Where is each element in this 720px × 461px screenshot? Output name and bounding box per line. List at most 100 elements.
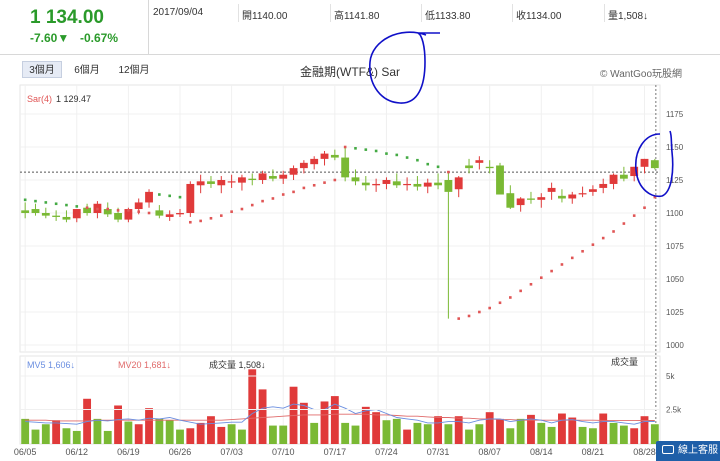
candle-body: [83, 207, 92, 213]
y-tick-label: 1025: [666, 308, 684, 317]
candle-body: [650, 160, 659, 169]
candle-body: [186, 183, 195, 213]
sar-point: [405, 156, 409, 159]
candle-body: [238, 177, 246, 183]
mv5-legend: MV5 1,606↓: [27, 360, 75, 370]
volume-bar: [640, 416, 649, 444]
sar-point: [416, 158, 419, 162]
sar-point: [581, 249, 584, 253]
volume-bar: [103, 430, 112, 444]
candle-body: [609, 174, 618, 184]
divider: [421, 4, 422, 22]
sar-point: [261, 199, 264, 203]
sar-point: [168, 194, 171, 198]
sar-point: [44, 201, 48, 204]
live-support-button[interactable]: 線上客服: [656, 441, 720, 461]
sar-point: [364, 148, 368, 151]
volume-bar: [310, 422, 319, 444]
volume-bar: [93, 418, 102, 444]
sar-point: [292, 190, 295, 194]
x-tick-label: 06/19: [117, 447, 140, 457]
volume-bar: [268, 425, 277, 444]
volume-bar: [72, 430, 81, 444]
candle-body: [72, 209, 81, 219]
volume-bar: [330, 396, 339, 444]
y-tick-label: 1125: [666, 176, 684, 185]
last-price: 1 134.00: [30, 7, 104, 28]
quote-header: 1 134.00 -7.60▼ -0.67% 2017/09/04 開1140.…: [0, 0, 720, 55]
sar-point: [116, 209, 120, 212]
volume-bar: [434, 416, 442, 444]
y-tick-label: 1000: [666, 341, 684, 350]
tab-3-months[interactable]: 3個月: [22, 61, 62, 78]
x-tick-label: 06/12: [66, 447, 89, 457]
candle-body: [227, 181, 236, 183]
candle-body: [496, 165, 504, 195]
divider: [512, 4, 513, 22]
volume-bar: [227, 424, 236, 444]
sar-point: [271, 197, 275, 200]
volume-bar: [145, 408, 153, 444]
sar-point: [240, 207, 244, 211]
volume-bar: [134, 424, 143, 444]
volume-bar: [599, 413, 608, 444]
sar-point: [65, 203, 68, 207]
candle-body: [155, 210, 164, 216]
divider: [604, 4, 605, 22]
volume-bar: [165, 420, 174, 444]
candle-body: [268, 176, 277, 179]
volume-bar: [299, 402, 308, 444]
sar-point: [539, 276, 543, 279]
candle-body: [31, 209, 40, 213]
sar-point: [158, 193, 161, 196]
sar-point: [312, 183, 316, 187]
mv5-line: [25, 403, 655, 425]
candle-body: [568, 194, 577, 199]
volume-bar: [186, 428, 195, 444]
divider: [238, 4, 239, 22]
sar-point: [622, 222, 626, 225]
live-support-label: 線上客服: [678, 445, 718, 456]
sar-point: [570, 256, 574, 260]
sar-point: [653, 195, 657, 199]
volume-bar: [454, 416, 463, 444]
sar-point: [199, 219, 202, 223]
tab-12-months[interactable]: 12個月: [118, 65, 150, 76]
candle-body: [619, 174, 628, 179]
candle-body: [434, 182, 442, 186]
volume-bar: [537, 422, 546, 444]
x-tick-label: 07/31: [427, 447, 450, 457]
sar-point: [374, 149, 378, 153]
sar-point: [219, 214, 223, 217]
quote-date: 2017/09/04: [153, 7, 204, 18]
candle-body: [403, 183, 412, 186]
candle-body: [341, 157, 350, 178]
candle-body: [475, 160, 484, 163]
volume-bar: [62, 428, 71, 444]
sar-point: [323, 181, 326, 184]
y-tick-label: 1175: [666, 110, 684, 119]
price-panel: 1 134.00 -7.60▼ -0.67%: [0, 0, 149, 54]
candle-body: [558, 195, 566, 199]
candle-body: [310, 158, 319, 165]
tab-6-months[interactable]: 6個月: [74, 65, 100, 76]
annotation-circle-last: [635, 130, 674, 198]
x-tick-label: 06/26: [169, 447, 192, 457]
sar-point: [34, 199, 37, 203]
y-tick-label: 1150: [666, 143, 684, 152]
candle-body: [217, 180, 226, 186]
sar-point: [519, 289, 522, 293]
candle-body: [588, 189, 597, 192]
candle-body: [506, 193, 515, 208]
x-tick-label: 08/14: [530, 447, 553, 457]
candle-body: [640, 158, 649, 167]
sar-point: [478, 310, 481, 314]
mv20-line: [25, 413, 655, 422]
x-tick-label: 08/28: [633, 447, 656, 457]
x-tick-label: 08/21: [582, 447, 605, 457]
chart-title: 金融期(WTF&) Sar: [300, 65, 400, 79]
candle-body: [454, 177, 463, 190]
volume-bar: [609, 422, 618, 444]
volume-bar: [176, 429, 184, 444]
